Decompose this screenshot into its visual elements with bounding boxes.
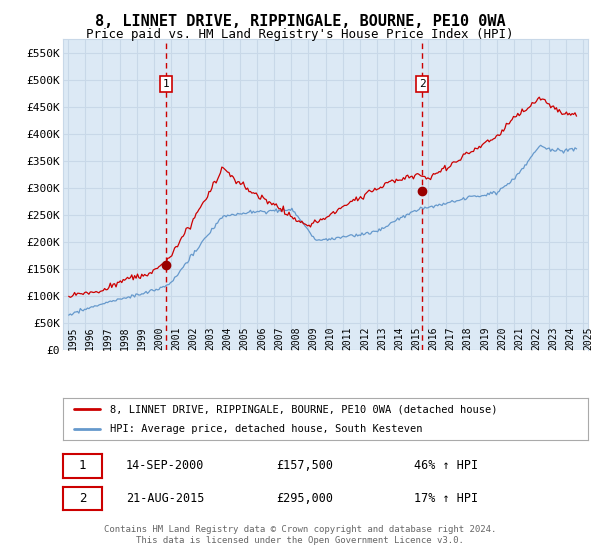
Text: 2006: 2006 bbox=[257, 326, 267, 350]
Text: 2016: 2016 bbox=[428, 326, 439, 350]
Text: 1997: 1997 bbox=[103, 326, 112, 350]
Text: 8, LINNET DRIVE, RIPPINGALE, BOURNE, PE10 0WA: 8, LINNET DRIVE, RIPPINGALE, BOURNE, PE1… bbox=[95, 14, 505, 29]
Text: 2001: 2001 bbox=[171, 326, 181, 350]
Text: 2009: 2009 bbox=[308, 326, 319, 350]
Text: 8, LINNET DRIVE, RIPPINGALE, BOURNE, PE10 0WA (detached house): 8, LINNET DRIVE, RIPPINGALE, BOURNE, PE1… bbox=[110, 404, 498, 414]
Text: 2008: 2008 bbox=[291, 326, 301, 350]
Text: 2: 2 bbox=[419, 80, 425, 89]
Text: Contains HM Land Registry data © Crown copyright and database right 2024.
This d: Contains HM Land Registry data © Crown c… bbox=[104, 525, 496, 545]
Text: 2005: 2005 bbox=[240, 326, 250, 350]
Text: HPI: Average price, detached house, South Kesteven: HPI: Average price, detached house, Sout… bbox=[110, 424, 423, 434]
Text: 2015: 2015 bbox=[411, 326, 421, 350]
Text: 2019: 2019 bbox=[480, 326, 490, 350]
Text: 2007: 2007 bbox=[274, 326, 284, 350]
Text: 1996: 1996 bbox=[85, 326, 95, 350]
Text: 2011: 2011 bbox=[343, 326, 353, 350]
Text: 1998: 1998 bbox=[119, 326, 130, 350]
Text: 1999: 1999 bbox=[137, 326, 147, 350]
Text: 1: 1 bbox=[163, 80, 169, 89]
Text: 2024: 2024 bbox=[566, 326, 575, 350]
Text: 2020: 2020 bbox=[497, 326, 507, 350]
Text: 2025: 2025 bbox=[583, 326, 593, 350]
Text: 2022: 2022 bbox=[532, 326, 541, 350]
Text: 2023: 2023 bbox=[548, 326, 559, 350]
Text: 2: 2 bbox=[79, 492, 86, 505]
Text: 2010: 2010 bbox=[325, 326, 335, 350]
Text: 2014: 2014 bbox=[394, 326, 404, 350]
Text: 1995: 1995 bbox=[68, 326, 78, 350]
Text: 21-AUG-2015: 21-AUG-2015 bbox=[126, 492, 205, 505]
Text: 2000: 2000 bbox=[154, 326, 164, 350]
Text: 14-SEP-2000: 14-SEP-2000 bbox=[126, 459, 205, 473]
Text: 2021: 2021 bbox=[514, 326, 524, 350]
Text: 2003: 2003 bbox=[205, 326, 215, 350]
Text: Price paid vs. HM Land Registry's House Price Index (HPI): Price paid vs. HM Land Registry's House … bbox=[86, 28, 514, 41]
Text: 2013: 2013 bbox=[377, 326, 387, 350]
Text: £295,000: £295,000 bbox=[276, 492, 333, 505]
Text: £157,500: £157,500 bbox=[276, 459, 333, 473]
Text: 2002: 2002 bbox=[188, 326, 198, 350]
Text: 17% ↑ HPI: 17% ↑ HPI bbox=[414, 492, 478, 505]
Text: 1: 1 bbox=[79, 459, 86, 473]
Text: 2018: 2018 bbox=[463, 326, 473, 350]
Text: 2004: 2004 bbox=[223, 326, 233, 350]
Text: 2012: 2012 bbox=[360, 326, 370, 350]
Text: 46% ↑ HPI: 46% ↑ HPI bbox=[414, 459, 478, 473]
Text: 2017: 2017 bbox=[446, 326, 455, 350]
